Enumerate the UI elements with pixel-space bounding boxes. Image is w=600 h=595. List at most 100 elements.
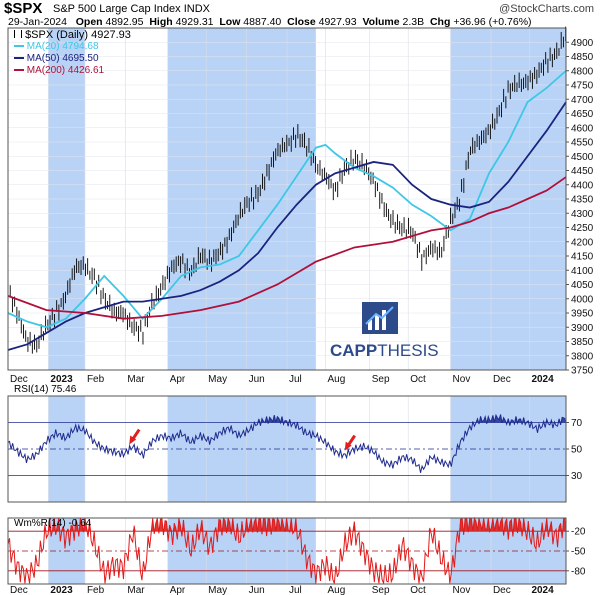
legend-ma200-value: 4426.61 (67, 65, 105, 76)
month-label-price-1: 2023 (50, 374, 73, 385)
month-label-price-0: Dec (10, 374, 28, 385)
legend-ma200: MA(200) 4426.61 (14, 65, 104, 76)
watermark-logo-icon (362, 302, 398, 334)
ytick-label-0-14: 4450 (571, 166, 594, 177)
high-label: High (149, 16, 173, 28)
ytick-label-2-1: -50 (571, 547, 586, 558)
month-label-bottom-3: Mar (127, 585, 145, 595)
month-label-bottom-12: Dec (493, 585, 511, 595)
close-label: Close (287, 16, 316, 28)
ytick-label-0-6: 4050 (571, 280, 594, 291)
month-label-bottom-1: 2023 (50, 585, 73, 595)
month-label-bottom-4: Apr (170, 585, 186, 595)
ohlc-line: 29-Jan-2024 Open 4892.95 High 4929.31 Lo… (8, 16, 532, 28)
legend-rsi: RSI(14) 75.46 (14, 384, 76, 395)
legend-ma50: MA(50) 4695.50 (14, 53, 99, 64)
ytick-label-0-16: 4550 (571, 138, 594, 149)
tick-labels: 3750 3800 3850 3900 3950 4000 4050 4100 4150 4200… (10, 38, 594, 595)
month-label-price-6: Jun (249, 374, 265, 385)
ma-line-ma20 (7, 70, 567, 329)
month-label-price-4: Apr (170, 374, 186, 385)
legend-ma50-swatch (14, 57, 24, 60)
legend-wmr-value: -0.64 (68, 518, 92, 529)
symbol-title: $SPX (4, 0, 43, 17)
high-value: 4929.31 (175, 16, 214, 28)
ytick-label-0-4: 3950 (571, 309, 594, 320)
close-value: 4927.93 (318, 16, 357, 28)
ytick-label-1-1: 50 (571, 445, 583, 456)
watermark-brand2: THESIS (377, 341, 439, 360)
ytick-label-1-2: 70 (571, 418, 583, 429)
ytick-label-0-19: 4700 (571, 95, 594, 106)
legend-price-label: $SPX (Daily) (25, 29, 89, 41)
month-label-price-5: May (208, 374, 227, 385)
legend-ma20-label: MA(20) (26, 41, 60, 52)
ma-line-ma200 (7, 176, 567, 320)
legend-price-swatch (14, 30, 22, 38)
legend-ma20: MA(20) 4794.68 (14, 41, 99, 52)
ytick-label-0-23: 4900 (571, 38, 594, 49)
legend-ma50-label: MA(50) (26, 53, 60, 64)
month-label-price-8: Aug (327, 374, 345, 385)
legend-ma20-value: 4794.68 (62, 41, 99, 52)
exchange-text: INDX (183, 3, 210, 15)
ytick-label-0-17: 4600 (571, 123, 594, 134)
date-value: 29-Jan-2024 (8, 16, 67, 28)
month-label-bottom-6: Jun (249, 585, 265, 595)
legend-ma200-swatch (14, 69, 24, 72)
legend-price: $SPX (Daily) 4927.93 (14, 29, 131, 41)
month-label-price-10: Oct (410, 374, 426, 385)
ytick-label-1-0: 30 (571, 471, 583, 482)
ytick-label-0-8: 4150 (571, 252, 594, 263)
red-arrow-head-0 (129, 435, 137, 445)
ytick-label-0-20: 4750 (571, 81, 594, 92)
month-label-bottom-9: Sep (372, 585, 390, 595)
open-label: Open (75, 16, 103, 28)
month-label-price-9: Sep (372, 374, 390, 385)
watermark-text: CAPPTHESIS (330, 341, 439, 361)
annotations (129, 428, 356, 451)
description-text: S&P 500 Large Cap Index (53, 3, 181, 15)
ytick-label-0-3: 3900 (571, 323, 594, 334)
ytick-label-0-10: 4250 (571, 223, 594, 234)
month-label-bottom-13: 2024 (531, 585, 554, 595)
ytick-label-0-11: 4300 (571, 209, 594, 220)
symbol-description: S&P 500 Large Cap Index INDX (53, 3, 210, 15)
month-label-price-3: Mar (127, 374, 145, 385)
month-label-bottom-0: Dec (10, 585, 28, 595)
month-label-bottom-2: Feb (87, 585, 105, 595)
watermark-brand: CAPP (330, 341, 378, 360)
month-label-price-7: Jul (289, 374, 302, 385)
ytick-label-0-7: 4100 (571, 266, 594, 277)
month-label-bottom-8: Aug (327, 585, 345, 595)
legend-rsi-value: 75.46 (51, 384, 77, 395)
chg-label: Chg (429, 16, 451, 28)
legend-price-value: 4927.93 (91, 29, 131, 41)
month-label-price-2: Feb (87, 374, 105, 385)
ytick-label-0-12: 4350 (571, 195, 594, 206)
chg-value: +36.96 (+0.76%) (453, 16, 532, 28)
ytick-label-0-15: 4500 (571, 152, 594, 163)
ytick-label-0-18: 4650 (571, 109, 594, 120)
ytick-label-0-21: 4800 (571, 66, 594, 77)
legend-ma50-value: 4695.50 (62, 53, 99, 64)
ytick-label-0-0: 3750 (571, 366, 594, 377)
red-arrow-head-1 (344, 441, 352, 451)
low-value: 4887.40 (243, 16, 282, 28)
open-value: 4892.95 (105, 16, 144, 28)
highlight-bands (48, 28, 566, 584)
rsi-line (7, 413, 566, 473)
volume-label: Volume (362, 16, 400, 28)
axes (7, 27, 569, 585)
legend-ma200-label: MA(200) (26, 65, 66, 76)
ytick-label-0-9: 4200 (571, 237, 594, 248)
ytick-label-0-13: 4400 (571, 180, 594, 191)
legend-rsi-label: RSI(14) (14, 384, 49, 395)
month-label-price-12: Dec (493, 374, 511, 385)
legend-ma20-swatch (14, 45, 24, 48)
ytick-label-0-22: 4850 (571, 52, 594, 63)
ytick-label-2-0: -20 (571, 527, 586, 538)
month-label-bottom-7: Jul (289, 585, 302, 595)
month-label-bottom-10: Oct (410, 585, 426, 595)
